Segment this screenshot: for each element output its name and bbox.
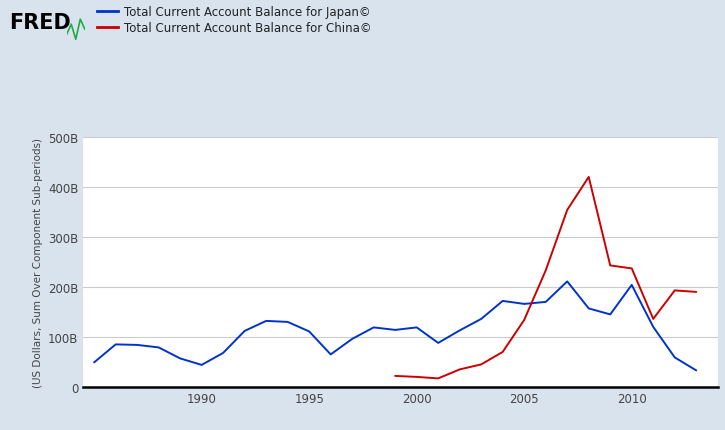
Legend: Total Current Account Balance for Japan©, Total Current Account Balance for Chin: Total Current Account Balance for Japan©… — [96, 6, 371, 35]
Y-axis label: (US Dollars, Sum Over Component Sub-periods): (US Dollars, Sum Over Component Sub-peri… — [33, 138, 43, 387]
Text: FRED: FRED — [9, 13, 70, 33]
